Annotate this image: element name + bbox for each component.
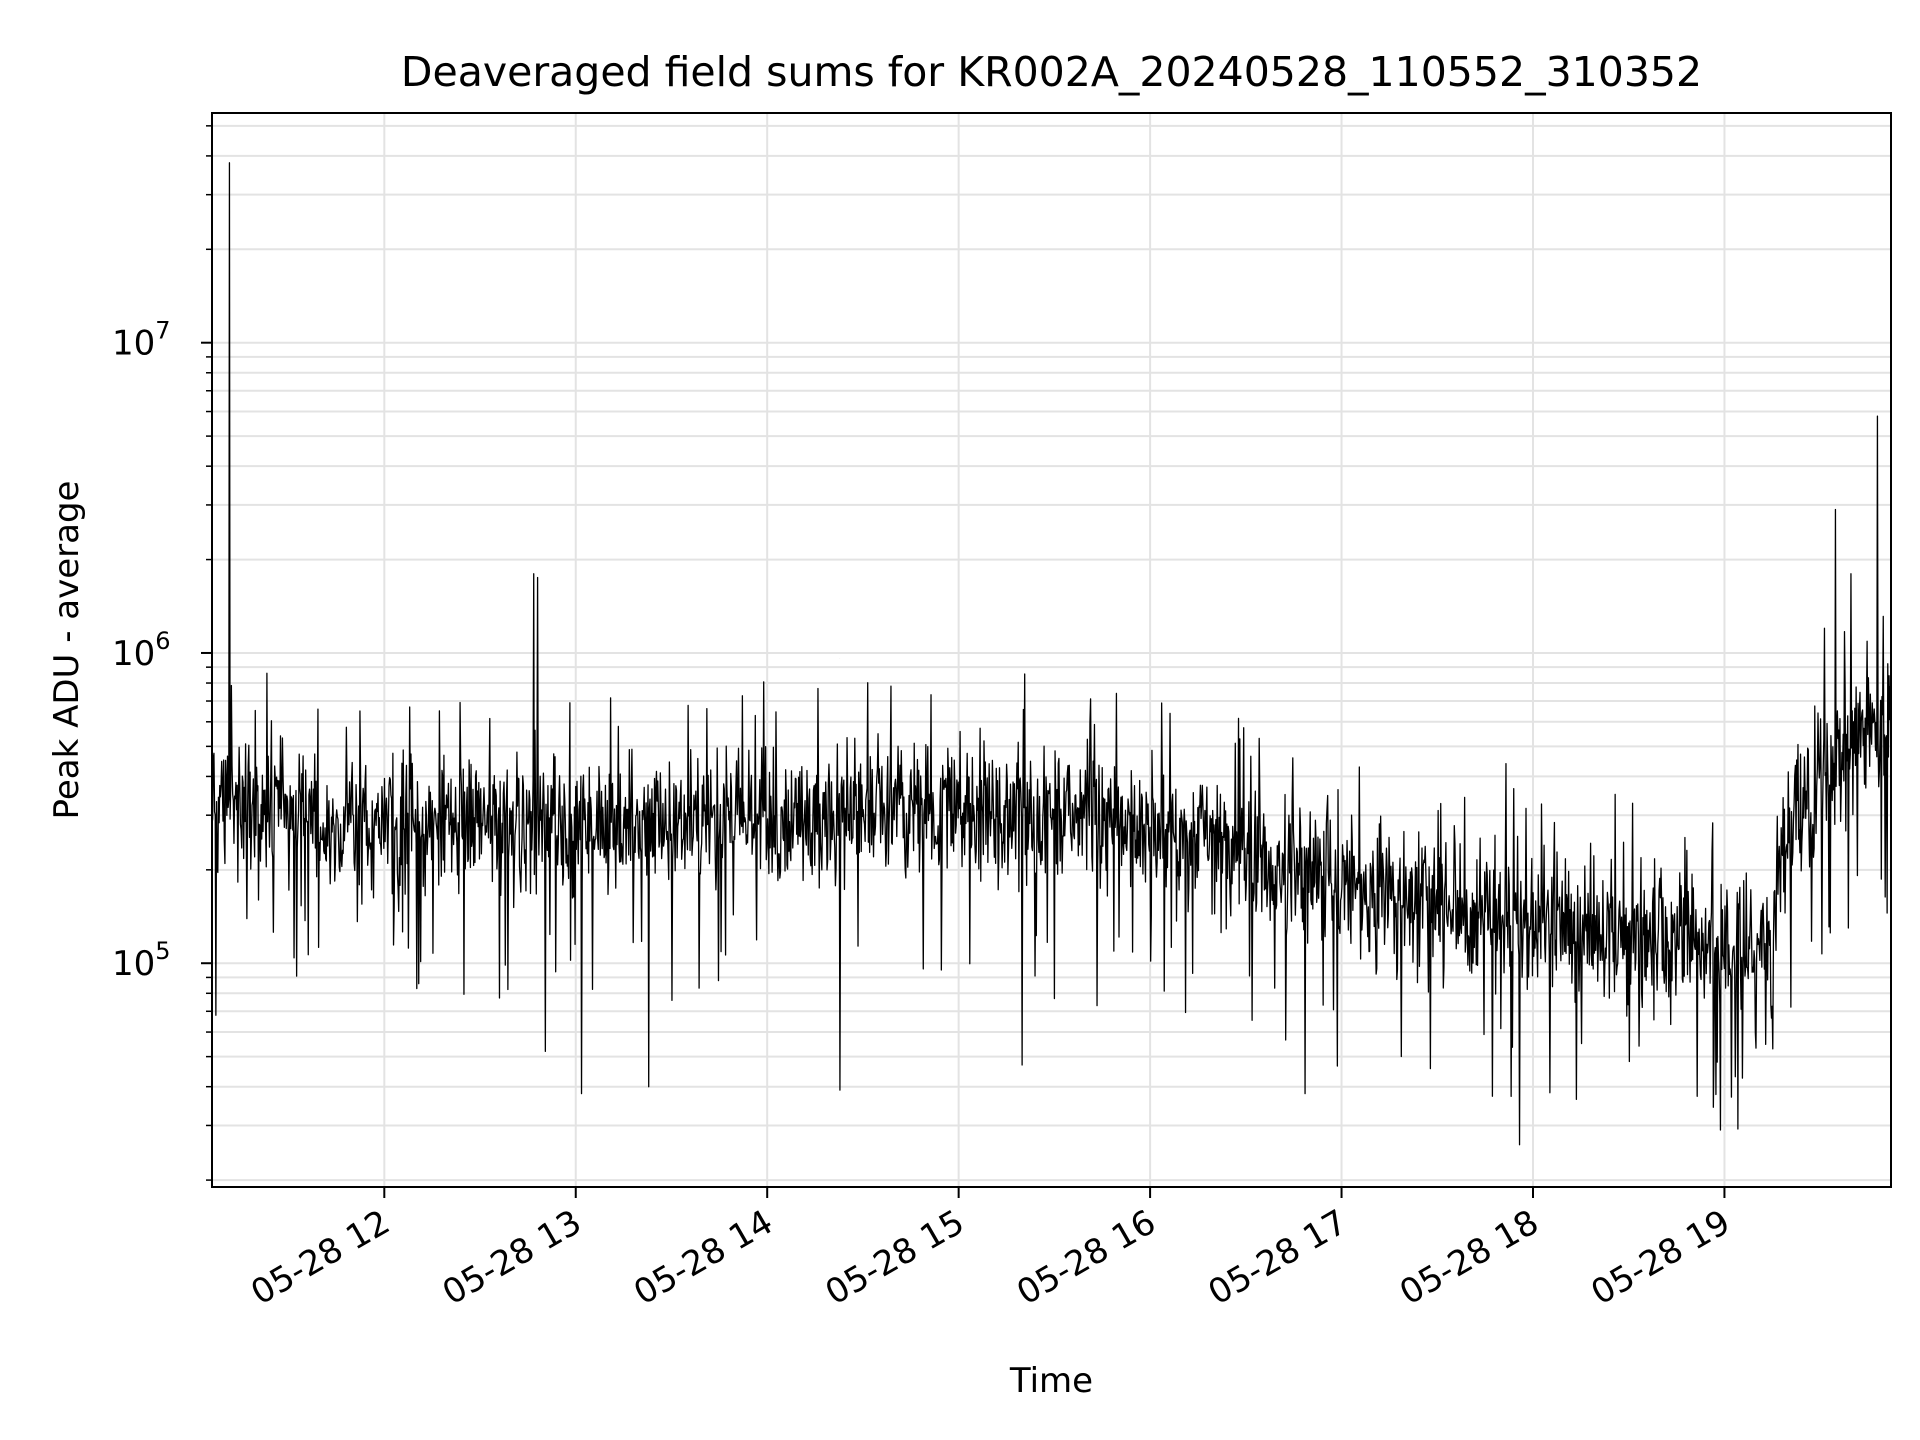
y-tick-label: 107 <box>112 317 171 364</box>
chart-title: Deaveraged field sums for KR002A_2024052… <box>401 48 1702 96</box>
plot-frame <box>211 112 1892 1188</box>
y-tick-label: 105 <box>112 937 171 984</box>
series <box>211 162 1892 1146</box>
y-tick-label: 106 <box>112 627 171 674</box>
grid <box>212 113 1891 1187</box>
series-line <box>211 162 1892 1146</box>
x-axis-label: Time <box>1009 1361 1093 1401</box>
y-axis-label: Peak ADU - average <box>47 481 87 820</box>
